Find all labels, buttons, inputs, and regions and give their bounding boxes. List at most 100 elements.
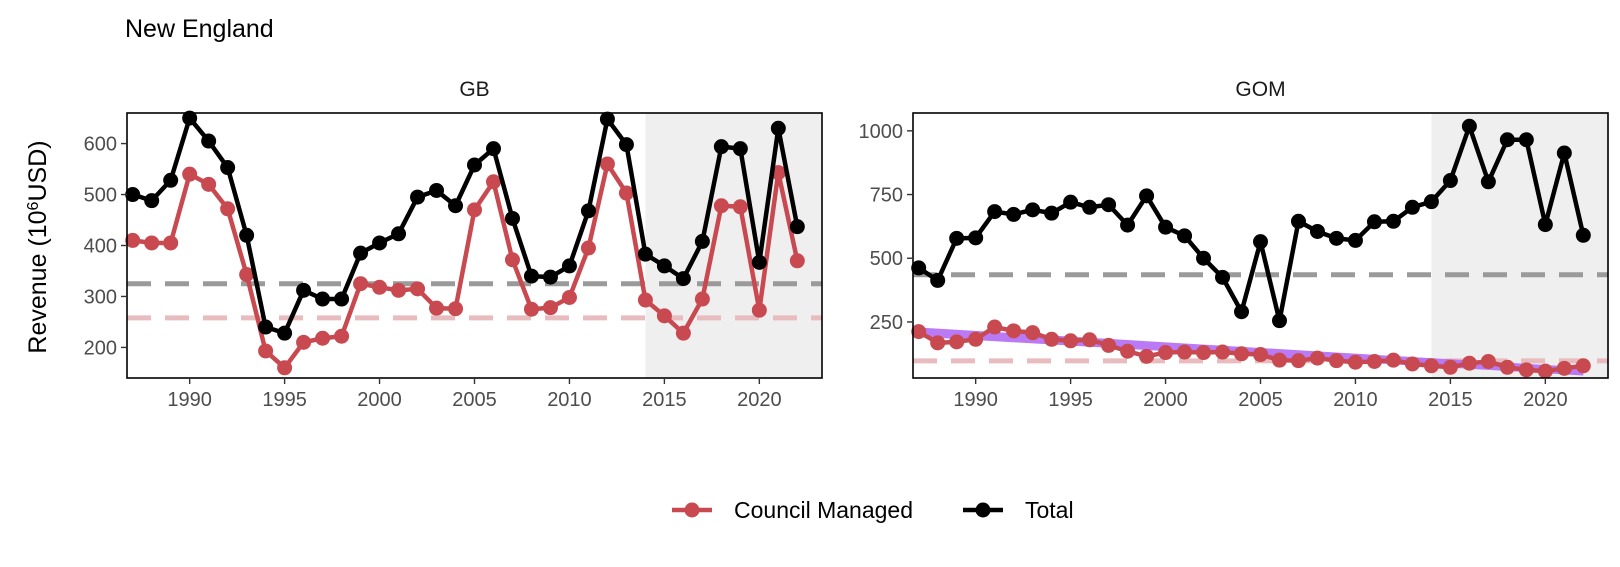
point-council-managed-gb-2010 [561, 289, 577, 305]
point-council-managed-gom-1998 [1120, 343, 1136, 359]
point-total-gom-1993 [1025, 202, 1041, 218]
point-council-managed-gom-2019 [1518, 362, 1534, 378]
point-total-gb-1995 [277, 325, 293, 341]
x-tick-label-gb-2000: 2000 [357, 389, 402, 411]
chart-title: New England [125, 15, 274, 43]
point-council-managed-gb-1996 [296, 334, 312, 350]
point-total-gom-2000 [1158, 219, 1174, 235]
point-council-managed-gom-1999 [1139, 348, 1155, 364]
point-council-managed-gb-2018 [713, 198, 729, 214]
point-council-managed-gb-1994 [258, 343, 274, 359]
point-council-managed-gom-2021 [1556, 360, 1572, 376]
point-total-gb-2001 [391, 226, 407, 242]
point-council-managed-gb-2013 [618, 185, 634, 201]
y-tick-label-gb-200: 200 [84, 337, 117, 359]
legend-marker-council-managed [684, 502, 700, 518]
panel-title-gb: GB [459, 78, 489, 101]
point-total-gb-2019 [732, 141, 748, 157]
y-axis-label: Revenue (106USD) [24, 140, 52, 353]
x-tick-label-gom-2005: 2005 [1238, 389, 1283, 411]
point-council-managed-gb-2000 [372, 279, 388, 295]
point-total-gb-1989 [163, 172, 179, 188]
point-council-managed-gb-1997 [315, 330, 331, 346]
point-council-managed-gom-2016 [1461, 355, 1477, 371]
point-council-managed-gom-2010 [1347, 354, 1363, 370]
point-total-gb-2004 [448, 198, 464, 214]
point-council-managed-gom-2018 [1499, 359, 1515, 375]
point-total-gom-2012 [1385, 213, 1401, 229]
point-council-managed-gb-1991 [201, 176, 217, 192]
point-council-managed-gb-2006 [485, 174, 501, 190]
point-council-managed-gom-2002 [1196, 345, 1212, 361]
point-total-gom-1995 [1063, 194, 1079, 210]
point-council-managed-gom-1994 [1044, 331, 1060, 347]
point-total-gb-2017 [694, 233, 710, 249]
legend-marker-total [975, 502, 991, 518]
point-total-gom-2022 [1575, 227, 1591, 243]
point-total-gom-2011 [1366, 214, 1382, 230]
x-tick-label-gom-2020: 2020 [1523, 389, 1568, 411]
point-council-managed-gom-2020 [1537, 363, 1553, 379]
point-total-gb-1996 [296, 282, 312, 298]
point-total-gom-1997 [1101, 197, 1117, 213]
y-tick-label-gb-600: 600 [84, 134, 117, 156]
point-council-managed-gom-1993 [1025, 325, 1041, 341]
point-total-gb-1990 [182, 110, 198, 126]
point-total-gb-1991 [201, 133, 217, 149]
point-total-gom-2009 [1328, 230, 1344, 246]
point-council-managed-gom-2022 [1575, 358, 1591, 374]
point-council-managed-gb-2017 [694, 291, 710, 307]
point-total-gom-2008 [1309, 223, 1325, 239]
point-total-gom-2001 [1177, 228, 1193, 244]
point-council-managed-gb-2003 [429, 300, 445, 316]
point-total-gom-1996 [1082, 199, 1098, 215]
panels: GB 200 300 400 500 600 1990 1995 2000 2005 2010 201… [84, 78, 1609, 411]
point-council-managed-gb-2012 [599, 156, 615, 172]
point-total-gom-2016 [1461, 118, 1477, 134]
legend-label-council-managed: Council Managed [734, 497, 913, 523]
y-tick-label-gb-400: 400 [84, 236, 117, 258]
panel-gb: GB 200 300 400 500 600 1990 1995 2000 2005 2010 201… [84, 78, 823, 411]
point-total-gb-1992 [220, 160, 236, 176]
point-total-gom-1998 [1120, 217, 1136, 233]
point-total-gb-1988 [144, 193, 160, 209]
y-tick-label-gom-750: 750 [870, 185, 903, 207]
point-council-managed-gom-2001 [1177, 344, 1193, 360]
point-total-gom-1991 [987, 204, 1003, 220]
point-total-gom-2018 [1499, 132, 1515, 148]
point-council-managed-gb-2004 [448, 301, 464, 317]
x-tick-label-gb-2015: 2015 [642, 389, 687, 411]
y-tick-label-gom-1000: 1000 [859, 121, 904, 143]
x-tick-label-gom-2010: 2010 [1333, 389, 1378, 411]
x-tick-label-gom-1990: 1990 [953, 389, 998, 411]
point-total-gb-2020 [751, 254, 767, 270]
point-total-gb-2000 [372, 235, 388, 251]
point-council-managed-gom-2004 [1234, 346, 1250, 362]
point-total-gom-2014 [1423, 194, 1439, 210]
point-total-gb-2018 [713, 139, 729, 155]
point-council-managed-gom-2013 [1404, 356, 1420, 372]
point-council-managed-gb-2009 [542, 300, 558, 316]
x-tick-label-gom-2000: 2000 [1143, 389, 1188, 411]
point-council-managed-gb-2015 [656, 308, 672, 324]
y-tick-label-gb-500: 500 [84, 185, 117, 207]
point-council-managed-gom-1989 [949, 334, 965, 350]
point-total-gb-2007 [504, 210, 520, 226]
legend: Council Managed Total [672, 497, 1074, 523]
point-total-gom-1989 [949, 230, 965, 246]
point-total-gb-1998 [334, 291, 350, 307]
point-total-gom-1999 [1139, 188, 1155, 204]
point-total-gb-2021 [770, 120, 786, 136]
y-axis-label-end: USD) [24, 140, 52, 201]
point-council-managed-gom-2015 [1442, 359, 1458, 375]
point-total-gom-1990 [968, 230, 984, 246]
point-council-managed-gom-2006 [1271, 352, 1287, 368]
point-total-gb-2002 [410, 189, 426, 205]
point-total-gb-2014 [637, 246, 653, 262]
y-tick-label-gom-500: 500 [870, 248, 903, 270]
point-council-managed-gom-2011 [1366, 353, 1382, 369]
point-council-managed-gb-1988 [144, 235, 160, 251]
point-total-gb-2012 [599, 111, 615, 127]
point-total-gom-2017 [1480, 174, 1496, 190]
